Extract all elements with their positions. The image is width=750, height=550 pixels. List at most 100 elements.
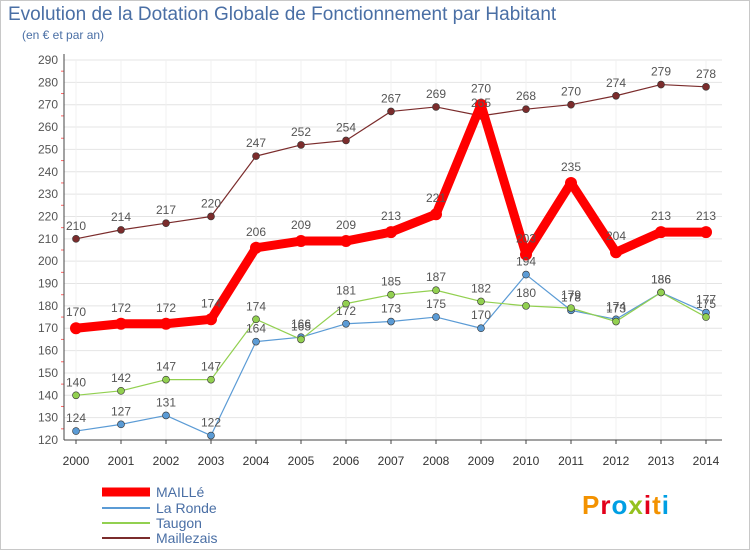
data-label: 265: [471, 96, 491, 110]
data-label: 213: [696, 209, 716, 223]
data-point: [162, 219, 170, 227]
data-label: 170: [471, 308, 491, 322]
data-label: 214: [111, 210, 131, 224]
x-tick-label: 2007: [378, 454, 405, 468]
data-label: 173: [606, 302, 626, 316]
y-tick-label: 280: [38, 75, 58, 89]
data-point: [252, 337, 260, 346]
data-label: 174: [201, 296, 221, 310]
data-label: 127: [111, 404, 131, 418]
logo-letter: i: [661, 490, 670, 520]
legend-label: Taugon: [156, 515, 202, 531]
legend-label: La Ronde: [156, 500, 217, 516]
data-point: [387, 290, 395, 299]
proxiti-logo: Proxiti: [582, 490, 670, 521]
data-point: [160, 317, 172, 330]
data-point: [115, 317, 127, 330]
data-point: [655, 226, 667, 239]
data-label: 173: [381, 302, 401, 316]
data-point: [205, 313, 217, 326]
data-point: [117, 420, 125, 429]
data-label: 278: [696, 67, 716, 81]
data-point: [207, 375, 215, 384]
y-tick-label: 210: [38, 232, 58, 246]
x-tick-label: 2010: [513, 454, 540, 468]
y-tick-label: 170: [38, 321, 58, 335]
data-label: 254: [336, 120, 356, 134]
data-label: 203: [516, 231, 536, 245]
data-label: 182: [471, 281, 491, 295]
data-label: 131: [156, 395, 176, 409]
data-point: [432, 313, 440, 321]
data-label: 206: [246, 225, 266, 239]
data-point: [72, 391, 80, 400]
x-tick-label: 2013: [648, 454, 675, 468]
data-point: [250, 241, 262, 254]
data-label: 213: [381, 209, 401, 223]
data-point: [567, 304, 575, 312]
y-tick-label: 230: [38, 187, 58, 201]
data-point: [520, 248, 532, 261]
data-point: [297, 335, 305, 344]
data-label: 175: [426, 297, 446, 311]
y-tick-label: 190: [38, 277, 58, 291]
data-point: [387, 317, 395, 326]
data-point: [567, 100, 575, 109]
data-point: [72, 427, 80, 435]
logo-letter: t: [652, 490, 662, 520]
x-tick-label: 2008: [423, 454, 450, 468]
data-label: 181: [336, 284, 356, 298]
data-label: 172: [111, 301, 131, 315]
y-tick-label: 260: [38, 120, 58, 134]
logo-letter: o: [611, 490, 629, 520]
data-point: [432, 103, 440, 111]
data-label: 172: [156, 301, 176, 315]
data-label: 124: [66, 411, 86, 425]
y-tick-label: 220: [38, 209, 58, 223]
data-labels: 210 214 217 220 247 252 254 267 269 265 268 270 274 2…: [66, 65, 716, 430]
data-label: 170: [66, 305, 86, 319]
data-label: 270: [471, 82, 491, 96]
data-label: 269: [426, 87, 446, 101]
data-label: 209: [291, 218, 311, 232]
data-point: [657, 80, 665, 89]
data-label: 186: [651, 272, 671, 286]
y-tick-label: 130: [38, 411, 58, 425]
y-tick-label: 140: [38, 388, 58, 402]
data-point: [72, 235, 80, 243]
chart-title: Evolution de la Dotation Globale de Fonc…: [8, 4, 557, 25]
data-label: 179: [561, 288, 581, 302]
data-label: 220: [201, 196, 221, 210]
x-tick-label: 2011: [558, 454, 584, 468]
x-tick-label: 2003: [198, 454, 225, 468]
data-point: [432, 286, 440, 295]
data-point: [70, 322, 82, 335]
logo-letter: r: [600, 490, 612, 520]
data-point: [522, 270, 530, 279]
x-tick-label: 2002: [153, 454, 180, 468]
data-label: 147: [201, 360, 221, 374]
x-tick-label: 2012: [603, 454, 630, 468]
x-tick-label: 2009: [468, 454, 495, 468]
data-label: 180: [516, 286, 536, 300]
data-point: [522, 105, 530, 113]
data-label: 185: [381, 275, 401, 289]
data-label: 174: [606, 299, 626, 313]
data-point: [657, 288, 665, 297]
chart-subtitle: (en € et par an): [22, 28, 105, 42]
data-point: [342, 319, 350, 328]
data-label: 187: [426, 270, 446, 284]
series-lines: [70, 80, 712, 440]
data-label: 165: [291, 319, 311, 333]
data-label: 204: [606, 229, 626, 243]
data-point: [207, 431, 215, 440]
data-point: [297, 141, 305, 149]
data-label: 166: [291, 317, 311, 331]
data-label: 175: [696, 297, 716, 311]
data-label: 186: [651, 272, 671, 286]
legend-label: MAILLé: [156, 484, 204, 500]
legend-label: Maillezais: [156, 530, 217, 546]
